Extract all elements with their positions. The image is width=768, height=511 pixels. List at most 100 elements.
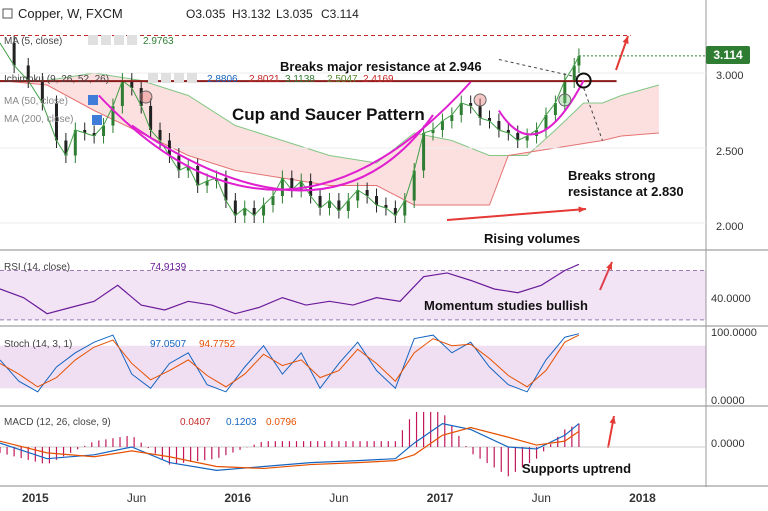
- price-candle: [196, 166, 200, 186]
- price-candle: [563, 80, 567, 103]
- price-candle: [412, 170, 416, 201]
- annotation-major-resistance: Breaks major resistance at 2.946: [280, 59, 482, 74]
- price-candle: [450, 115, 454, 121]
- price-candle: [318, 196, 322, 208]
- x-tick-label: 2015: [22, 491, 49, 505]
- ichimoku-value-3: 3.1138: [285, 74, 315, 85]
- price-badge-text: 3.114: [713, 48, 743, 62]
- cup-arc-outer: [131, 114, 434, 192]
- price-candle: [92, 133, 96, 136]
- event-flag-icon[interactable]: [88, 95, 98, 105]
- price-candle: [487, 118, 491, 121]
- eye-icon[interactable]: [148, 73, 158, 83]
- y-tick-2500: 2.500: [716, 146, 744, 158]
- price-candle: [384, 205, 388, 208]
- price-candle: [577, 55, 581, 66]
- rsi-band: [0, 270, 706, 320]
- price-candle: [83, 130, 87, 133]
- price-candle: [64, 140, 68, 156]
- macd-signal-line: [0, 426, 580, 470]
- annotation-breaks-strong: Breaks strong: [568, 168, 655, 183]
- y-tick-2000: 2.000: [716, 221, 744, 233]
- x-axis: 2015 Jun 2016 Jun 2017 Jun 2018: [22, 491, 656, 505]
- macd-arrow-head: [609, 416, 616, 424]
- rsi-y-tick: 40.0000: [711, 293, 751, 305]
- price-candle: [243, 208, 247, 216]
- symbol-line: Copper, W, FXCM: [18, 6, 123, 21]
- macd-y-tick-0: 0.0000: [711, 438, 745, 450]
- ma5-toolbar: [88, 35, 137, 45]
- panel-frames: [0, 0, 768, 487]
- price-candle: [130, 80, 134, 88]
- settings-icon[interactable]: [161, 73, 171, 83]
- price-candle: [271, 196, 275, 205]
- price-candle: [290, 178, 294, 190]
- settings-icon[interactable]: [101, 35, 111, 45]
- price-candle: [12, 43, 16, 66]
- price-candle: [422, 133, 426, 171]
- annotation-resistance-2830: resistance at 2.830: [568, 184, 684, 199]
- price-candle: [73, 130, 77, 156]
- price-candle: [139, 88, 143, 106]
- price-candle: [553, 103, 557, 115]
- x-tick-label: Jun: [532, 491, 551, 505]
- ma5-line: [0, 42, 580, 217]
- add-icon[interactable]: [174, 73, 184, 83]
- price-candle: [327, 200, 331, 208]
- annotations: Breaks major resistance at 2.946 Cup and…: [4, 59, 684, 476]
- price-candle: [205, 181, 209, 186]
- add-icon[interactable]: [114, 35, 124, 45]
- stoch-band: [0, 345, 706, 389]
- annotation-momentum: Momentum studies bullish: [424, 298, 588, 313]
- stoch-k-value: 97.0507: [150, 339, 187, 350]
- price-candle: [337, 200, 341, 211]
- peak-marker-left: [139, 90, 153, 104]
- close-icon[interactable]: [187, 73, 197, 83]
- price-candle: [459, 103, 463, 115]
- breakout-marker-1: [558, 93, 572, 107]
- ichimoku-value-1: 2.8806: [207, 74, 238, 85]
- price-badge-bg: [706, 46, 750, 64]
- price-candle: [356, 190, 360, 201]
- price-candle: [149, 106, 153, 130]
- price-candle: [120, 80, 124, 106]
- price-candle: [544, 115, 548, 130]
- last-price-badge: 3.114: [706, 46, 750, 64]
- stoch-d-value: 94.7752: [199, 339, 236, 350]
- ichimoku-cloud: [0, 73, 659, 205]
- x-tick-label: Jun: [329, 491, 348, 505]
- macd-value-1: 0.0407: [180, 417, 211, 428]
- rsi-pane: [0, 263, 706, 321]
- cloud-span-b: [0, 80, 659, 206]
- ma50-label: MA (50, close): [4, 96, 68, 107]
- event-flag-icon[interactable]: [92, 115, 102, 125]
- macd-label: MACD (12, 26, close, 9): [4, 417, 111, 428]
- x-tick-label: 2017: [427, 491, 454, 505]
- ichimoku-label: Ichimoku (9, 26, 52, 26): [4, 74, 109, 85]
- price-candle: [572, 65, 576, 81]
- macd-value-2: 0.1203: [226, 417, 257, 428]
- eye-icon[interactable]: [88, 35, 98, 45]
- collapse-icon[interactable]: [2, 8, 13, 19]
- price-candle: [102, 125, 106, 136]
- ma200-label: MA (200, close): [4, 114, 73, 125]
- price-candle: [478, 106, 482, 118]
- price-candle: [26, 65, 30, 81]
- close-icon[interactable]: [127, 35, 137, 45]
- price-candle: [403, 200, 407, 216]
- y-tick-3000: 3.000: [716, 70, 744, 82]
- pointer-dash-1: [498, 59, 580, 78]
- price-candle: [309, 181, 313, 196]
- ohlc-open: O3.035: [186, 7, 226, 21]
- rsi-label: RSI (14, close): [4, 262, 70, 273]
- ichimoku-value-4: 2.5047: [327, 74, 358, 85]
- breakout-marker-2: [575, 72, 592, 89]
- rsi-arrow-head: [606, 262, 612, 270]
- price-candle: [393, 208, 397, 216]
- ichimoku-value-2: 2.8021: [249, 74, 280, 85]
- ma5-label: MA (5, close): [4, 36, 62, 47]
- price-candle: [280, 178, 284, 196]
- price-candle: [525, 136, 529, 141]
- price-candle: [375, 196, 379, 205]
